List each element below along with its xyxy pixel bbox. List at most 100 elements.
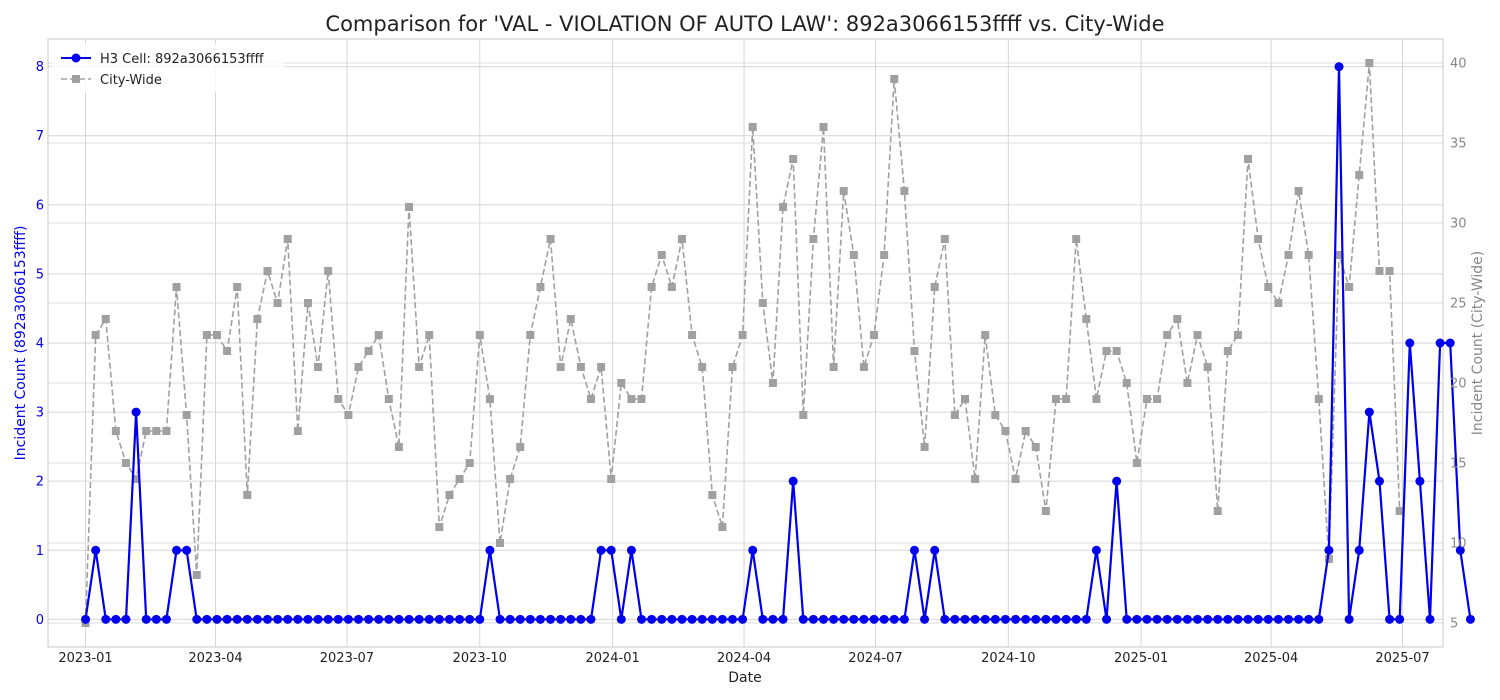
city-wide-point	[1102, 347, 1111, 355]
x-tick-label: 2024-01	[585, 651, 639, 666]
city-wide-point	[1395, 507, 1404, 515]
h3-cell-point	[1011, 614, 1021, 624]
y-left-tick-label: 2	[36, 475, 44, 490]
y-right-tick-label: 20	[1450, 377, 1467, 392]
city-wide-point	[101, 315, 110, 323]
city-wide-point	[233, 283, 242, 291]
city-wide-point	[1001, 427, 1010, 435]
city-wide-point	[566, 315, 575, 323]
h3-cell-point	[1031, 614, 1041, 624]
x-tick-label: 2025-04	[1244, 651, 1298, 666]
city-wide-point	[132, 475, 141, 483]
h3-cell-point	[1263, 614, 1273, 624]
h3-cell-point	[748, 545, 758, 555]
h3-cell-point	[647, 614, 657, 624]
city-wide-point	[607, 475, 616, 483]
h3-cell-point	[566, 614, 576, 624]
city-wide-point	[1031, 443, 1040, 451]
city-wide-point	[930, 283, 939, 291]
h3-cell-point	[1162, 614, 1172, 624]
city-wide-point	[738, 331, 747, 339]
city-wide-point	[546, 235, 555, 243]
city-wide-point	[253, 315, 262, 323]
city-wide-point	[182, 411, 191, 419]
city-wide-point	[940, 235, 949, 243]
h3-cell-point	[1314, 614, 1324, 624]
city-wide-point	[445, 491, 454, 499]
h3-cell-point	[909, 545, 919, 555]
city-wide-point	[799, 411, 808, 419]
legend-marker-city-wide	[72, 75, 80, 83]
city-wide-point	[516, 443, 525, 451]
h3-cell-point	[434, 614, 444, 624]
city-wide-point	[1254, 235, 1263, 243]
city-wide-point	[809, 235, 818, 243]
h3-cell-point	[940, 614, 950, 624]
city-wide-point	[991, 411, 1000, 419]
h3-cell-point	[1182, 614, 1192, 624]
h3-cell-point	[1364, 407, 1374, 417]
h3-cell-point	[1021, 614, 1031, 624]
h3-cell-point	[404, 614, 414, 624]
city-wide-point	[556, 363, 565, 371]
h3-cell-point	[212, 614, 222, 624]
city-wide-point	[688, 331, 697, 339]
city-wide-point	[536, 283, 545, 291]
city-wide-point	[768, 379, 777, 387]
h3-cell-point	[1203, 614, 1213, 624]
h3-cell-point	[1132, 614, 1142, 624]
city-wide-point	[1274, 299, 1283, 307]
city-wide-point	[243, 491, 252, 499]
city-wide-point	[1203, 363, 1212, 371]
h3-cell-point	[606, 545, 616, 555]
city-wide-point	[576, 363, 585, 371]
city-wide-point	[880, 251, 889, 259]
city-wide-point	[1193, 331, 1202, 339]
h3-cell-point	[182, 545, 192, 555]
h3-cell-point	[475, 614, 485, 624]
h3-cell-point	[444, 614, 454, 624]
x-tick-label: 2023-04	[188, 651, 242, 666]
h3-cell-point	[465, 614, 475, 624]
city-wide-point	[981, 331, 990, 339]
h3-cell-point	[232, 614, 242, 624]
h3-cell-point	[1223, 614, 1233, 624]
x-tick-label: 2023-01	[58, 651, 112, 666]
city-wide-point	[779, 203, 788, 211]
h3-cell-point	[1415, 476, 1425, 486]
city-wide-point	[789, 155, 798, 163]
h3-cell-point	[485, 545, 495, 555]
h3-cell-point	[293, 614, 303, 624]
city-wide-point	[496, 539, 505, 547]
h3-cell-point	[121, 614, 131, 624]
h3-cell-point	[323, 614, 333, 624]
h3-cell-point	[242, 614, 252, 624]
y-right-tick-label: 30	[1450, 217, 1467, 232]
h3-cell-point	[1152, 614, 1162, 624]
city-wide-point	[324, 267, 333, 275]
y-right-tick-label: 5	[1450, 617, 1458, 632]
x-tick-label: 2024-04	[717, 651, 771, 666]
h3-cell-point	[1465, 614, 1475, 624]
city-wide-point	[718, 523, 727, 531]
city-wide-point	[121, 459, 130, 467]
city-wide-point	[1011, 475, 1020, 483]
x-tick-label: 2025-01	[1114, 651, 1168, 666]
y-right-tick-label: 40	[1450, 57, 1467, 72]
city-wide-point	[303, 299, 312, 307]
city-wide-point	[415, 363, 424, 371]
city-wide-point	[526, 331, 535, 339]
city-wide-point	[152, 427, 161, 435]
h3-cell-point	[1344, 614, 1354, 624]
h3-cell-point	[586, 614, 596, 624]
h3-cell-point	[930, 545, 940, 555]
city-wide-point	[870, 331, 879, 339]
h3-cell-point	[1172, 614, 1182, 624]
x-tick-label: 2024-10	[981, 651, 1035, 666]
h3-cell-point	[616, 614, 626, 624]
city-wide-point	[1183, 379, 1192, 387]
city-wide-point	[354, 363, 363, 371]
h3-cell-point	[1213, 614, 1223, 624]
h3-cell-point	[768, 614, 778, 624]
